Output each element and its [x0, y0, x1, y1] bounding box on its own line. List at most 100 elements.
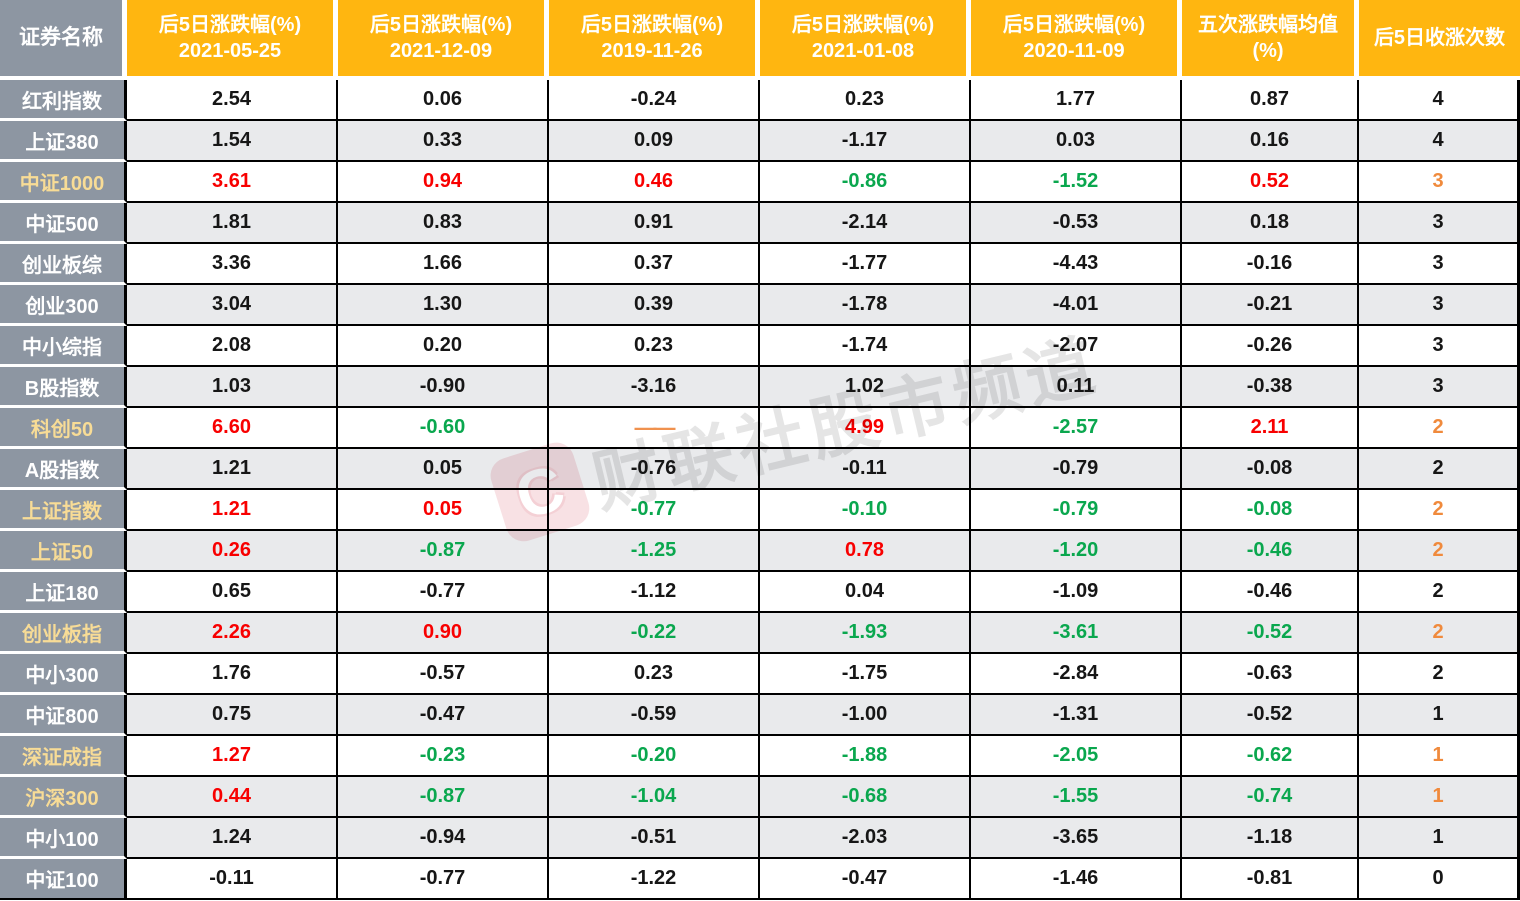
change-value-cell: -1.18 — [1182, 818, 1359, 859]
change-value-cell: -0.51 — [549, 818, 760, 859]
change-value-cell: -2.05 — [971, 736, 1182, 777]
change-value-cell: -0.53 — [971, 203, 1182, 244]
up-count-cell: 1 — [1359, 736, 1520, 777]
up-count-cell: 1 — [1359, 777, 1520, 818]
change-value-cell: -3.16 — [549, 367, 760, 408]
column-header-security-name: 证券名称 — [0, 0, 127, 80]
column-subtitle: 2020-11-09 — [1023, 40, 1125, 62]
column-title: 后5日涨跌幅(%) — [1002, 14, 1146, 36]
change-value-cell: 1.81 — [127, 203, 338, 244]
change-value-cell: 1.21 — [127, 449, 338, 490]
change-value-cell: -4.01 — [971, 285, 1182, 326]
change-value-cell: -2.03 — [760, 818, 971, 859]
change-value-cell: -1.78 — [760, 285, 971, 326]
change-value-cell: -0.77 — [338, 572, 549, 613]
change-value-cell: -0.46 — [1182, 531, 1359, 572]
security-name-cell: 上证指数 — [0, 490, 127, 531]
change-value-cell: 0.05 — [338, 449, 549, 490]
change-value-cell: -3.61 — [971, 613, 1182, 654]
change-value-cell: -2.84 — [971, 654, 1182, 695]
security-name-cell: 中小综指 — [0, 326, 127, 367]
column-title: 五次涨跌幅均值 — [1198, 14, 1338, 36]
change-value-cell: -1.74 — [760, 326, 971, 367]
change-value-cell: 3.04 — [127, 285, 338, 326]
up-count-cell: 2 — [1359, 531, 1520, 572]
security-name-cell: 沪深300 — [0, 777, 127, 818]
change-value-cell: 0.37 — [549, 244, 760, 285]
column-header-change-2021-12-09: 后5日涨跌幅(%) 2021-12-09 — [338, 0, 549, 80]
change-value-cell: -0.21 — [1182, 285, 1359, 326]
change-value-cell: -0.63 — [1182, 654, 1359, 695]
table-row: 沪深300 0.44 -0.87 -1.04 -0.68 -1.55 -0.74 1 — [0, 777, 1520, 818]
header-row: 证券名称 后5日涨跌幅(%) 2021-05-25 后5日涨跌幅(%) 2021… — [0, 0, 1520, 80]
column-subtitle: 2021-12-09 — [389, 40, 493, 62]
change-value-cell: 0.83 — [338, 203, 549, 244]
table-row: 创业300 3.04 1.30 0.39 -1.78 -4.01 -0.21 3 — [0, 285, 1520, 326]
up-count-cell: 2 — [1359, 613, 1520, 654]
change-value-cell: -0.60 — [338, 408, 549, 449]
security-name-cell: 创业板指 — [0, 613, 127, 654]
security-name-cell: 深证成指 — [0, 736, 127, 777]
table-row: 科创50 6.60 -0.60 —— 4.99 -2.57 2.11 2 — [0, 408, 1520, 449]
change-value-cell: -0.08 — [1182, 449, 1359, 490]
change-value-cell: 0.94 — [338, 162, 549, 203]
table-row: B股指数 1.03 -0.90 -3.16 1.02 0.11 -0.38 3 — [0, 367, 1520, 408]
change-value-cell: 0.75 — [127, 695, 338, 736]
change-value-cell: 0.23 — [549, 326, 760, 367]
table-row: 创业板指 2.26 0.90 -0.22 -1.93 -3.61 -0.52 2 — [0, 613, 1520, 654]
security-name-cell: 中证500 — [0, 203, 127, 244]
column-header-mean-change: 五次涨跌幅均值 (%) — [1182, 0, 1359, 80]
change-value-cell: -1.22 — [549, 859, 760, 900]
change-value-cell: -0.47 — [760, 859, 971, 900]
change-value-cell: 0.87 — [1182, 80, 1359, 121]
column-header-up-count: 后5日收涨次数 — [1359, 0, 1520, 80]
change-value-cell: -1.77 — [760, 244, 971, 285]
change-value-cell: -0.81 — [1182, 859, 1359, 900]
change-value-cell: 0.78 — [760, 531, 971, 572]
security-name-cell: 上证180 — [0, 572, 127, 613]
change-value-cell: 0.11 — [971, 367, 1182, 408]
table-row: 中小300 1.76 -0.57 0.23 -1.75 -2.84 -0.63 2 — [0, 654, 1520, 695]
column-header-change-2021-05-25: 后5日涨跌幅(%) 2021-05-25 — [127, 0, 338, 80]
column-subtitle: 2021-01-08 — [811, 40, 915, 62]
change-value-cell: -0.47 — [338, 695, 549, 736]
security-name-cell: 中小100 — [0, 818, 127, 859]
security-name-cell: 中证100 — [0, 859, 127, 900]
change-value-cell: -0.90 — [338, 367, 549, 408]
change-value-cell: -0.62 — [1182, 736, 1359, 777]
change-value-cell: 6.60 — [127, 408, 338, 449]
change-value-cell: -1.46 — [971, 859, 1182, 900]
change-value-cell: -0.11 — [760, 449, 971, 490]
table-row: 中证800 0.75 -0.47 -0.59 -1.00 -1.31 -0.52 1 — [0, 695, 1520, 736]
table-row: 深证成指 1.27 -0.23 -0.20 -1.88 -2.05 -0.62 1 — [0, 736, 1520, 777]
change-value-cell: -1.20 — [971, 531, 1182, 572]
change-value-cell: 0.33 — [338, 121, 549, 162]
change-value-cell: -0.08 — [1182, 490, 1359, 531]
up-count-cell: 0 — [1359, 859, 1520, 900]
table-row: 上证指数 1.21 0.05 -0.77 -0.10 -0.79 -0.08 2 — [0, 490, 1520, 531]
change-value-cell: 0.20 — [338, 326, 549, 367]
change-value-cell: -0.20 — [549, 736, 760, 777]
up-count-cell: 2 — [1359, 408, 1520, 449]
change-value-cell: -1.17 — [760, 121, 971, 162]
change-value-cell: -2.07 — [971, 326, 1182, 367]
security-name-cell: 中小300 — [0, 654, 127, 695]
change-value-cell: -0.86 — [760, 162, 971, 203]
security-name-cell: 创业300 — [0, 285, 127, 326]
change-value-cell: -0.22 — [549, 613, 760, 654]
table-header: 证券名称 后5日涨跌幅(%) 2021-05-25 后5日涨跌幅(%) 2021… — [0, 0, 1520, 80]
column-title: 后5日涨跌幅(%) — [580, 14, 724, 36]
security-name-cell: A股指数 — [0, 449, 127, 490]
column-subtitle: (%) — [1252, 40, 1284, 62]
change-value-cell: 2.26 — [127, 613, 338, 654]
change-value-cell: 4.99 — [760, 408, 971, 449]
change-value-cell: -4.43 — [971, 244, 1182, 285]
table-row: 创业板综 3.36 1.66 0.37 -1.77 -4.43 -0.16 3 — [0, 244, 1520, 285]
change-value-cell: -0.23 — [338, 736, 549, 777]
up-count-cell: 2 — [1359, 572, 1520, 613]
change-value-cell: 0.39 — [549, 285, 760, 326]
column-header-change-2020-11-09: 后5日涨跌幅(%) 2020-11-09 — [971, 0, 1182, 80]
table-row: 红利指数 2.54 0.06 -0.24 0.23 1.77 0.87 4 — [0, 80, 1520, 121]
column-header-change-2019-11-26: 后5日涨跌幅(%) 2019-11-26 — [549, 0, 760, 80]
